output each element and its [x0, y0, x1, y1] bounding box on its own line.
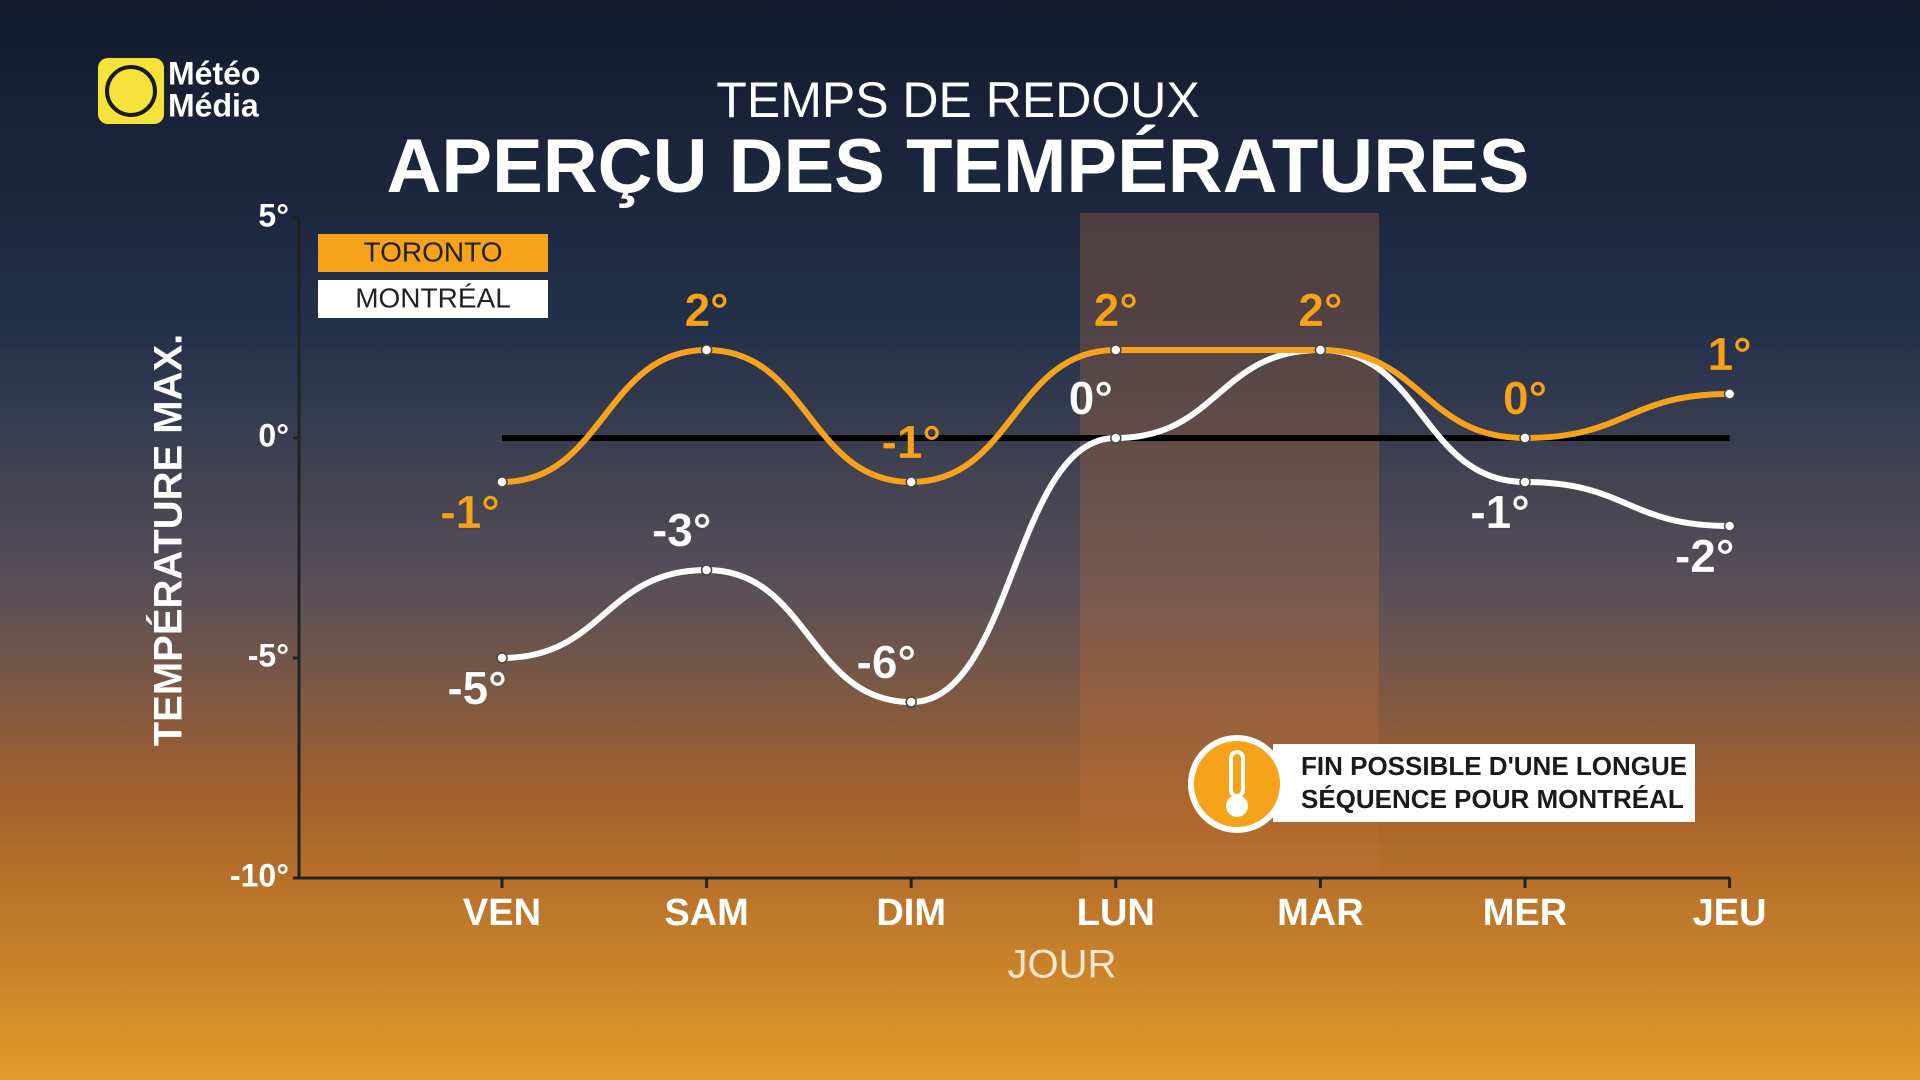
value-label: 2° [1094, 284, 1138, 336]
annotation-text: SÉQUENCE POUR MONTRÉAL [1301, 784, 1684, 814]
legend-label: MONTRÉAL [355, 282, 511, 313]
y-tick-label: 5° [258, 197, 289, 233]
x-tick-label: VEN [463, 892, 541, 934]
data-point [700, 344, 713, 356]
value-label: -6° [857, 636, 916, 688]
value-label: 0° [1503, 372, 1547, 424]
annotation: FIN POSSIBLE D'UNE LONGUE SÉQUENCE POUR … [1188, 735, 1695, 833]
value-label: -1° [882, 416, 941, 468]
chart-title: APERÇU DES TEMPÉRATURES [387, 124, 1530, 209]
value-label: -1° [440, 486, 499, 538]
data-point [496, 476, 508, 488]
brand-text: Média [168, 87, 259, 123]
data-point [905, 696, 917, 708]
y-tick-label: 0° [258, 417, 289, 453]
value-label: 2° [685, 284, 729, 336]
value-label: -1° [1470, 486, 1529, 538]
x-tick-label: SAM [664, 892, 748, 934]
brand-text: Météo [168, 55, 260, 91]
legend-swatch [318, 280, 548, 318]
data-point [496, 652, 508, 664]
x-tick-label: MAR [1277, 892, 1364, 934]
data-point [1110, 344, 1122, 356]
chart-subtitle: TEMPS DE REDOUX [716, 72, 1199, 128]
annotation-text: FIN POSSIBLE D'UNE LONGUE [1301, 751, 1687, 781]
value-label: -2° [1675, 530, 1734, 582]
thermometer-bulb [1226, 795, 1248, 817]
logo-globe [105, 65, 157, 117]
y-axis-title: TEMPÉRATURE MAX. [146, 334, 191, 747]
value-label: 1° [1708, 328, 1752, 380]
x-tick-label: LUN [1077, 892, 1155, 934]
data-point [1519, 432, 1531, 444]
y-tick-label: -10° [230, 857, 289, 893]
data-point [1110, 432, 1122, 444]
x-axis-title: JOUR [1008, 943, 1117, 987]
data-point [1314, 344, 1327, 356]
value-label: 0° [1069, 372, 1113, 424]
value-label: 2° [1298, 284, 1342, 336]
value-label: -3° [652, 504, 711, 556]
legend-swatch [318, 234, 548, 272]
x-tick-label: JEU [1693, 892, 1767, 934]
data-point [905, 476, 917, 488]
annotation-icon [1188, 735, 1286, 833]
data-point [1723, 388, 1736, 400]
y-tick-label: -5° [248, 637, 289, 673]
data-point [1723, 520, 1736, 532]
x-tick-label: DIM [876, 892, 946, 934]
legend-label: TORONTO [364, 236, 503, 267]
data-point [1519, 476, 1531, 488]
x-tick-label: MER [1483, 892, 1567, 934]
annotation-box [1273, 744, 1695, 822]
value-label: -5° [447, 662, 506, 714]
data-point [700, 564, 713, 576]
